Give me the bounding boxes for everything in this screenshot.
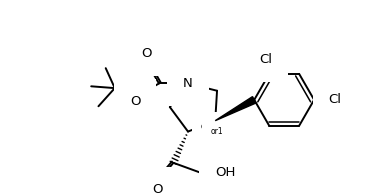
Text: or1: or1: [211, 127, 223, 136]
Text: Cl: Cl: [259, 53, 272, 66]
Text: O: O: [130, 95, 140, 108]
Text: OH: OH: [215, 166, 236, 179]
Text: N: N: [183, 77, 193, 90]
Text: O: O: [141, 47, 152, 60]
Polygon shape: [215, 97, 256, 121]
Text: Cl: Cl: [329, 93, 342, 106]
Text: O: O: [152, 183, 162, 194]
Text: or1: or1: [201, 122, 213, 131]
